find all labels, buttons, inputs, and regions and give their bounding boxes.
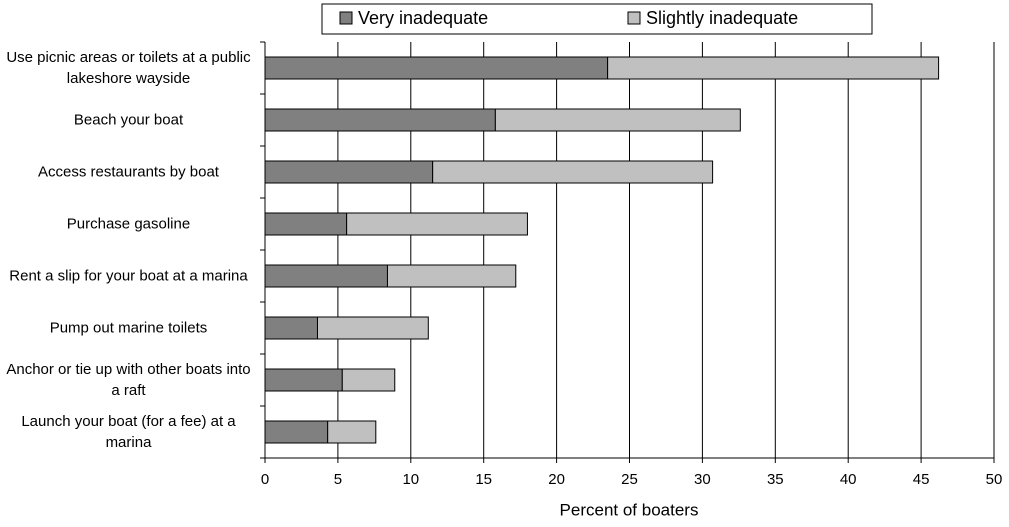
bar-segment bbox=[264, 264, 388, 288]
y-tick-label: Access restaurants by boat bbox=[38, 163, 219, 181]
legend-swatch bbox=[627, 11, 641, 25]
x-tick-label: 15 bbox=[475, 471, 492, 488]
y-tick-label: Beach your boat bbox=[73, 111, 184, 129]
y-tick-label: Anchor or tie up with other boats into a… bbox=[6, 361, 251, 399]
bar-segment bbox=[432, 160, 714, 184]
y-tick-label: Pump out marine toilets bbox=[49, 319, 208, 337]
bar-segment bbox=[494, 108, 741, 132]
x-tick-label: 5 bbox=[334, 471, 342, 488]
bar-segment bbox=[316, 316, 429, 340]
x-tick-label: 35 bbox=[767, 471, 784, 488]
x-axis-title: Percent of boaters bbox=[560, 500, 699, 519]
legend-box bbox=[321, 3, 873, 35]
bar-segment bbox=[264, 420, 329, 444]
bar-segment bbox=[346, 212, 528, 236]
bar-segment bbox=[264, 212, 348, 236]
legend-label: Slightly inadequate bbox=[646, 8, 798, 28]
x-tick-label: 10 bbox=[402, 471, 419, 488]
bar-segment bbox=[607, 56, 940, 80]
y-tick-label: Launch your boat (for a fee) at a marina bbox=[21, 413, 236, 451]
x-tick-label: 0 bbox=[261, 471, 269, 488]
y-tick-label: Use picnic areas or toilets at a public … bbox=[6, 49, 251, 87]
legend-label: Very inadequate bbox=[358, 8, 488, 28]
bar-segment bbox=[264, 56, 609, 80]
bar-segment bbox=[264, 160, 434, 184]
x-tick-label: 40 bbox=[840, 471, 857, 488]
bar-segment bbox=[264, 316, 318, 340]
x-tick-label: 50 bbox=[986, 471, 1003, 488]
x-tick-label: 20 bbox=[548, 471, 565, 488]
bar-segment bbox=[264, 368, 343, 392]
x-tick-label: 45 bbox=[913, 471, 930, 488]
bar-segment bbox=[327, 420, 377, 444]
bar-segment bbox=[264, 108, 496, 132]
legend-swatch bbox=[339, 11, 353, 25]
x-tick-label: 25 bbox=[621, 471, 638, 488]
bar-segment bbox=[386, 264, 517, 288]
y-tick-label: Purchase gasoline bbox=[66, 215, 191, 233]
bar-segment bbox=[341, 368, 396, 392]
x-tick-label: 30 bbox=[694, 471, 711, 488]
y-tick-label: Rent a slip for your boat at a marina bbox=[9, 267, 248, 285]
